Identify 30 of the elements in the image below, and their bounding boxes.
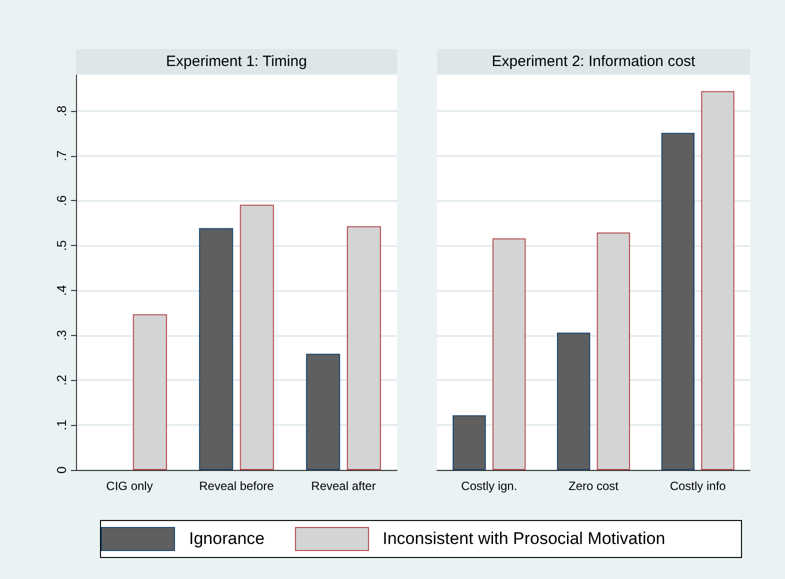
y-tick-label: 0 bbox=[54, 466, 69, 474]
bar bbox=[199, 228, 234, 470]
legend-label: Ignorance bbox=[189, 529, 265, 549]
chart-title: Experiment 2: Information cost bbox=[437, 49, 750, 74]
x-tick-label: CIG only bbox=[106, 479, 153, 493]
bar bbox=[452, 415, 486, 470]
bar bbox=[346, 226, 381, 470]
x-tick-label: Zero cost bbox=[568, 479, 620, 493]
x-tick-label: Costly ign. bbox=[461, 479, 518, 493]
bar bbox=[596, 232, 630, 470]
x-tick-label: Costly info bbox=[670, 479, 726, 493]
y-tick-label: .5 bbox=[54, 240, 69, 251]
legend-label: Inconsistent with Prosocial Motivation bbox=[382, 529, 666, 549]
y-tick-label: .4 bbox=[54, 285, 69, 296]
bar bbox=[492, 238, 526, 470]
bar bbox=[701, 91, 734, 470]
chart-title: Experiment 1: Timing bbox=[76, 49, 397, 74]
bar bbox=[240, 204, 274, 470]
y-tick-label: .6 bbox=[54, 195, 69, 206]
bar bbox=[306, 354, 340, 470]
y-tick-label: .1 bbox=[54, 420, 69, 431]
y-tick-label: .3 bbox=[54, 330, 69, 341]
bar bbox=[132, 314, 167, 470]
bar bbox=[556, 332, 590, 470]
bar bbox=[661, 132, 695, 470]
x-tick-label: Reveal before bbox=[199, 479, 274, 493]
y-tick-label: .2 bbox=[54, 374, 69, 386]
y-tick-label: .7 bbox=[54, 150, 69, 162]
y-tick-label: .8 bbox=[54, 105, 69, 116]
x-tick-label: Reveal after bbox=[311, 479, 376, 493]
